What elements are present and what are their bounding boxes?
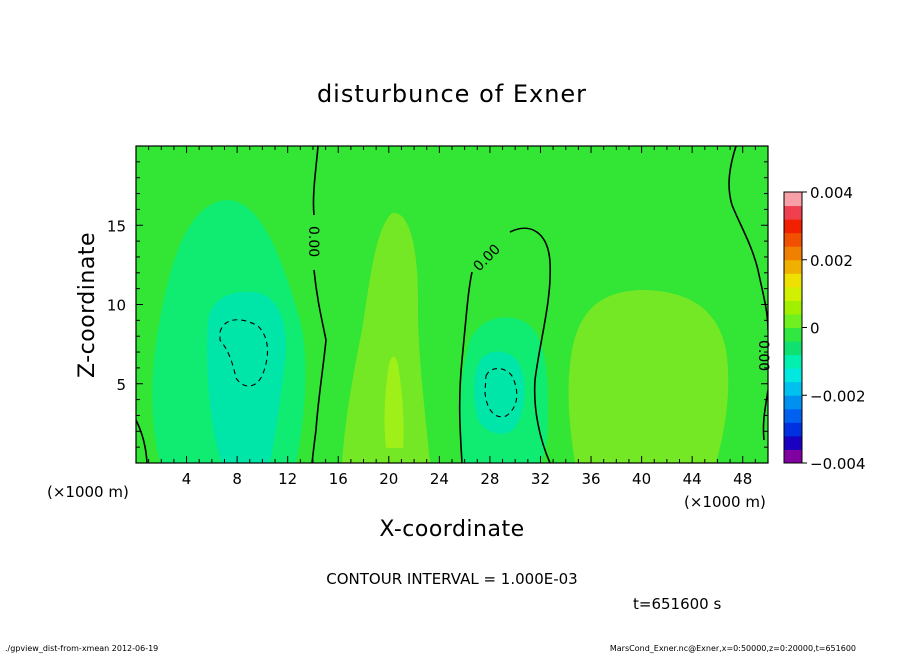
colorbar-segment [784,368,802,383]
colorbar-segment [784,286,802,301]
colorbar-segment [784,246,802,261]
x-tick-label: 4 [182,470,192,488]
colorbar-segment [784,435,802,450]
x-tick-label: 28 [480,470,499,488]
field-positive-mid-inner [384,356,404,448]
footer-left: ./gpview_dist-from-xmean 2012-06-19 [5,644,158,653]
colorbar-segment [784,395,802,410]
contour-label-1: 0.00 [305,226,321,257]
contour-dashed-left [219,319,269,387]
contour-zero-middle [458,227,552,463]
x-tick-label: 36 [581,470,600,488]
colorbar-segment [784,449,802,464]
contour-zero-corner [136,419,148,463]
field-negative-inner-right [474,351,525,434]
colorbar-segment [784,381,802,396]
colorbar-segment [784,205,802,220]
colorbar-segment [784,232,802,247]
x-tick-label: 16 [329,470,348,488]
colorbar-segment [784,273,802,288]
x-tick-label: 8 [232,470,242,488]
colorbar-segment [784,422,802,437]
colorbar-segment [784,327,802,342]
colorbar-segment [784,313,802,328]
contour-zero-right [728,146,768,331]
field-positive-right [568,290,729,463]
field-negative-inner-left [207,291,286,463]
chart-title: disturbunce of Exner [317,80,587,108]
colorbar-segment [784,192,802,207]
y-tick-label: 5 [116,376,126,394]
x-axis-unit-left: (×1000 m) [47,483,129,501]
field-positive-mid [342,212,430,463]
x-tick-label: 20 [379,470,398,488]
y-tick-label: 10 [107,297,126,315]
colorbar: 0.004 0.002 0 −0.002 −0.004 [783,184,866,473]
colorbar-tick-label: −0.002 [810,387,866,405]
colorbar-segment [784,354,802,369]
x-axis-title: X-coordinate [379,517,524,542]
colorbar-tick-label: −0.004 [810,455,866,473]
x-axis: 4 8 12 16 20 24 28 32 36 40 44 48 [148,146,756,488]
field-layer [136,146,768,463]
contour-dashed-right [484,367,518,418]
colorbar-tick-label: 0.004 [810,184,853,202]
colorbar-segment [784,341,802,356]
colorbar-segment [784,408,802,423]
colorbar-segment [784,300,802,315]
x-tick-label: 24 [430,470,449,488]
y-axis: 5 10 15 [107,161,768,448]
colorbar-tick-label: 0 [810,320,820,338]
x-tick-label: 48 [733,470,752,488]
x-tick-label: 40 [632,470,651,488]
x-tick-label: 44 [683,470,702,488]
contour-label-3: 0.00 [755,340,771,371]
x-tick-label: 12 [278,470,297,488]
x-axis-unit-right: (×1000 m) [684,493,766,511]
time-text: t=651600 s [633,595,721,613]
y-axis-title: Z-coordinate [75,232,100,378]
colorbar-segment [784,219,802,234]
x-tick-label: 32 [531,470,550,488]
contour-zero-left [311,146,327,463]
colorbar-tick-label: 0.002 [810,252,853,270]
colorbar-segment [784,259,802,274]
contour-interval-text: CONTOUR INTERVAL = 1.000E-03 [326,570,577,588]
y-tick-label: 15 [107,217,126,235]
footer-right: MarsCond_Exner.nc@Exner,x=0:50000,z=0:20… [610,644,856,653]
